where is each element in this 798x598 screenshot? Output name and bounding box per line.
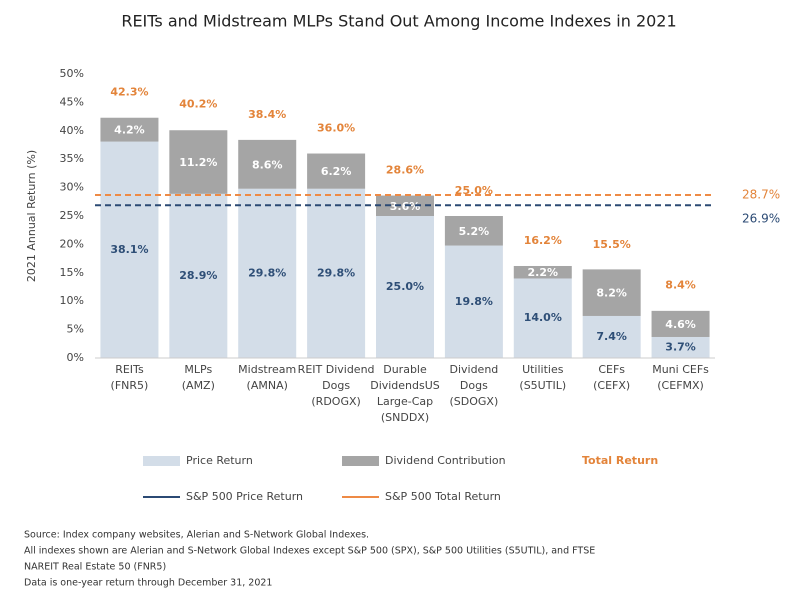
data-label: 3.7% [665, 340, 696, 353]
data-label: 5.2% [459, 225, 490, 238]
bar-segment [513, 265, 572, 279]
x-tick-label: (RDOGX) [311, 395, 360, 408]
legend-label: Dividend Contribution [385, 454, 506, 467]
data-label: 28.9% [179, 269, 217, 282]
x-tick-label: CEFs [598, 363, 625, 376]
bar-segment [100, 117, 159, 142]
legend-label: S&P 500 Price Return [186, 490, 303, 503]
x-tick-label: Large-Cap [377, 395, 433, 408]
total-label: 28.6% [386, 164, 424, 177]
x-tick-label: (AMZ) [182, 379, 215, 392]
footnote: Data is one-year return through December… [24, 578, 272, 589]
bar-segment [238, 139, 297, 189]
chart-title: REITs and Midstream MLPs Stand Out Among… [121, 12, 676, 31]
data-label: 29.8% [317, 266, 355, 279]
x-tick-label: Muni CEFs [652, 363, 709, 376]
y-tick-label: 15% [60, 266, 84, 279]
total-label: 16.2% [524, 234, 562, 247]
x-tick-label: MLPs [184, 363, 212, 376]
y-tick-label: 25% [60, 209, 84, 222]
x-tick-label: Durable [383, 363, 427, 376]
bar-segment [307, 153, 366, 189]
bar-segment [582, 269, 641, 316]
total-label: 25.0% [455, 184, 493, 197]
x-tick-label: (AMNA) [247, 379, 288, 392]
total-label: 36.0% [317, 122, 355, 135]
legend-label: Total Return [582, 454, 658, 467]
y-tick-label: 40% [60, 124, 84, 137]
bar-segment [307, 188, 366, 358]
x-tick-label: (CEFMX) [657, 379, 704, 392]
x-tick-label: Midstream [238, 363, 296, 376]
data-label: 8.2% [596, 287, 627, 300]
bar-segment [582, 315, 641, 358]
data-label: 38.1% [110, 243, 148, 256]
total-label: 42.3% [110, 86, 148, 99]
total-label: 40.2% [179, 98, 217, 111]
x-tick-label: (S5UTIL) [519, 379, 566, 392]
bar-segment [444, 245, 503, 358]
data-label: 19.8% [455, 295, 493, 308]
data-label: 25.0% [386, 280, 424, 293]
bar-segment [169, 193, 228, 358]
bar-segment [169, 130, 228, 194]
legend-swatch [143, 456, 180, 466]
data-label: 2.2% [528, 266, 559, 279]
data-label: 8.6% [252, 158, 283, 171]
reference-label: 28.7% [742, 187, 780, 201]
data-label: 4.6% [665, 318, 696, 331]
bar-segment [376, 216, 434, 358]
legend-swatch [342, 456, 379, 466]
total-label: 15.5% [593, 238, 631, 251]
y-tick-label: 50% [60, 67, 84, 80]
bar-segment [651, 336, 710, 358]
x-tick-label: DividendsUS [370, 379, 440, 392]
footnote: All indexes shown are Alerian and S-Netw… [24, 546, 595, 557]
total-label: 8.4% [665, 278, 696, 291]
y-tick-label: 45% [60, 95, 84, 108]
y-tick-label: 30% [60, 181, 84, 194]
y-axis-label: 2021 Annual Return (%) [25, 150, 38, 282]
y-tick-label: 20% [60, 237, 84, 250]
x-tick-label: Utilities [522, 363, 564, 376]
total-label: 38.4% [248, 108, 286, 121]
x-tick-label: (SNDDX) [381, 411, 429, 424]
data-label: 29.8% [248, 266, 286, 279]
reference-label: 26.9% [742, 212, 780, 226]
legend-label: Price Return [186, 454, 253, 467]
x-tick-label: (SDOGX) [450, 395, 499, 408]
x-tick-label: REIT Dividend [298, 363, 375, 376]
x-tick-label: (CEFX) [593, 379, 630, 392]
bar-segment [444, 216, 503, 246]
bar-segment [100, 141, 159, 358]
footnote: NAREIT Real Estate 50 (FNR5) [24, 562, 166, 573]
legend-label: S&P 500 Total Return [385, 490, 501, 503]
x-tick-label: Dividend [449, 363, 498, 376]
bar-segment [651, 310, 710, 337]
y-tick-label: 0% [67, 351, 84, 364]
bar-segment [238, 188, 297, 358]
x-tick-label: REITs [115, 363, 144, 376]
data-label: 11.2% [179, 156, 217, 169]
x-tick-label: Dogs [460, 379, 488, 392]
data-label: 14.0% [524, 311, 562, 324]
footnote: Source: Index company websites, Alerian … [24, 530, 369, 541]
data-label: 6.2% [321, 165, 352, 178]
data-label: 3.6% [390, 200, 421, 213]
y-tick-label: 35% [60, 152, 84, 165]
x-tick-label: Dogs [322, 379, 350, 392]
data-label: 4.2% [114, 124, 145, 137]
y-tick-label: 10% [60, 294, 84, 307]
data-label: 7.4% [596, 330, 627, 343]
x-tick-label: (FNR5) [111, 379, 149, 392]
bar-segment [513, 278, 572, 358]
y-tick-label: 5% [67, 323, 84, 336]
